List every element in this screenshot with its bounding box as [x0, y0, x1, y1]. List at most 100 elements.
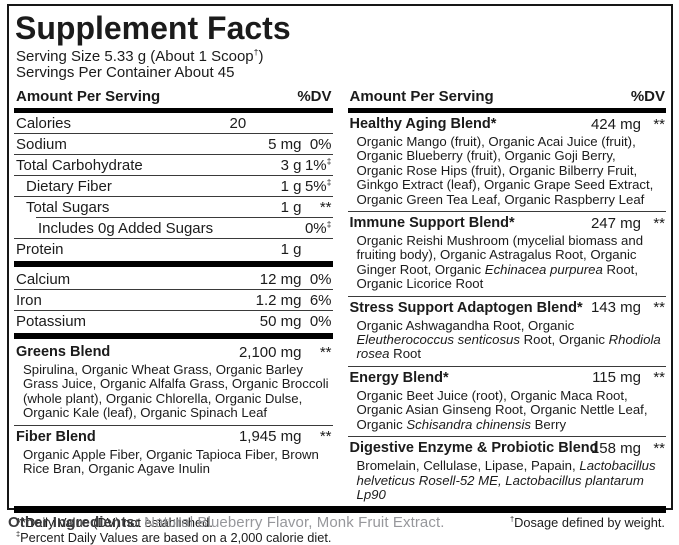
- servings-per-container: Servings Per Container About 45: [16, 64, 235, 81]
- blend-section-healthy-aging: Healthy Aging Blend* 424 mg ** Organic M…: [348, 113, 667, 211]
- blend-section-fiber: Fiber Blend 1,945 mg ** Organic Apple Fi…: [14, 426, 333, 481]
- other-ingredients-text: Natural Blueberry Flavor, Monk Fruit Ext…: [139, 514, 445, 531]
- blend-dv: **: [653, 439, 665, 457]
- blend-name: Stress Support Adaptogen Blend*: [349, 299, 583, 316]
- blend-name: Immune Support Blend*: [349, 215, 515, 232]
- blend-name: Digestive Enzyme & Probiotic Blend: [349, 440, 599, 457]
- blend-amount: 143 mg: [590, 299, 641, 317]
- mineral-row-potassium: Potassium 50 mg 0%: [14, 311, 333, 331]
- facts-columns: Amount Per Serving %DV Calories 20 Sodiu…: [14, 87, 666, 506]
- blend-header-row: Greens Blend 2,100 mg **: [14, 342, 333, 362]
- nutrient-dv: 0%‡: [304, 218, 332, 237]
- blend-section-digestive: Digestive Enzyme & Probiotic Blend 158 m…: [348, 437, 667, 506]
- nutrient-name: Calcium: [16, 270, 71, 288]
- left-column-header: Amount Per Serving %DV: [14, 87, 333, 108]
- footnote-percent-dv: ‡Percent Daily Values are based on a 2,0…: [16, 529, 332, 545]
- nutrient-dv: 5%‡: [304, 176, 332, 195]
- blend-dv: **: [319, 343, 332, 361]
- row-divider: [14, 289, 333, 290]
- row-divider-indented: [36, 217, 333, 218]
- blend-ingredients: Organic Mango (fruit), Organic Acai Juic…: [356, 134, 654, 207]
- blend-ingredients: Organic Reishi Mushroom (mycelial biomas…: [356, 233, 644, 292]
- row-divider: [347, 436, 666, 438]
- nutrient-amount: 12 mg: [259, 270, 302, 288]
- dv-header: %DV: [630, 88, 665, 105]
- blend-amount: 247 mg: [590, 214, 641, 232]
- nutrient-dv: 6%: [309, 291, 332, 309]
- nutrient-row-total-sugars: Total Sugars 1 g **: [14, 197, 333, 217]
- nutrient-amount: 50 mg: [259, 312, 302, 330]
- row-divider: [14, 310, 333, 311]
- divider-thick-group: [14, 333, 333, 339]
- blend-ingredients: Organic Apple Fiber, Organic Tapioca Fib…: [23, 446, 319, 477]
- nutrient-amount: 1 g: [280, 177, 302, 195]
- row-divider: [14, 175, 333, 176]
- nutrient-name: Dietary Fiber: [26, 177, 112, 195]
- blend-name: Greens Blend: [16, 344, 111, 360]
- row-divider: [14, 154, 333, 155]
- other-ingredients-label: Other Ingredients:: [8, 514, 140, 531]
- nutrient-name: Iron: [16, 291, 42, 309]
- header-rule: [347, 108, 666, 113]
- blend-name: Fiber Blend: [16, 428, 96, 445]
- blend-amount: 424 mg: [590, 115, 641, 133]
- blend-dv: **: [653, 214, 665, 232]
- mineral-row-iron: Iron 1.2 mg 6%: [14, 290, 333, 310]
- nutrient-dv: 1%‡: [304, 155, 332, 174]
- divider-thick-bottom: [14, 506, 666, 514]
- header-rule: [14, 108, 333, 113]
- row-divider: [347, 211, 666, 213]
- blend-section-immune-support: Immune Support Blend* 247 mg ** Organic …: [348, 212, 667, 296]
- nutrient-dv: 0%: [309, 270, 332, 288]
- blend-header-row: Fiber Blend 1,945 mg **: [14, 427, 333, 447]
- blend-ingredients: Organic Beet Juice (root), Organic Maca …: [356, 387, 648, 432]
- nutrient-name: Potassium: [16, 312, 87, 330]
- blend-ingredients: Spirulina, Organic Wheat Grass, Organic …: [23, 362, 329, 421]
- blend-dv: **: [319, 428, 332, 446]
- blend-header-row: Stress Support Adaptogen Blend* 143 mg *…: [348, 298, 667, 318]
- blend-header-row: Energy Blend* 115 mg **: [348, 368, 667, 388]
- blend-name: Energy Blend*: [349, 369, 449, 386]
- right-column: Amount Per Serving %DV Healthy Aging Ble…: [347, 87, 667, 506]
- supplement-facts-panel: Supplement Facts Serving Size 5.33 g (Ab…: [7, 4, 673, 544]
- nutrient-dv: 0%: [309, 312, 332, 330]
- blend-section-energy: Energy Blend* 115 mg ** Organic Beet Jui…: [348, 367, 667, 436]
- nutrient-row-protein: Protein 1 g: [14, 239, 333, 259]
- nutrient-name: Protein: [16, 240, 64, 258]
- dv-header: %DV: [297, 88, 332, 105]
- divider-thick-group: [14, 261, 333, 267]
- amount-per-serving-header: Amount Per Serving: [16, 88, 161, 105]
- row-divider: [347, 365, 666, 367]
- nutrient-row-sodium: Sodium 5 mg 0%: [14, 134, 333, 154]
- nutrient-amount: 5 mg: [268, 135, 302, 153]
- row-divider: [347, 295, 666, 297]
- blend-header-row: Healthy Aging Blend* 424 mg **: [348, 114, 667, 134]
- nutrient-name: Total Sugars: [26, 198, 110, 216]
- nutrient-name: Includes 0g Added Sugars: [38, 219, 214, 237]
- blend-ingredients: Organic Ashwagandha Root, Organic Eleuth…: [356, 317, 661, 362]
- panel-title: Supplement Facts: [15, 10, 291, 46]
- blend-ingredients: Bromelain, Cellulase, Lipase, Papain, La…: [356, 458, 656, 502]
- blend-dv: **: [653, 369, 665, 387]
- blend-name: Healthy Aging Blend*: [349, 116, 497, 132]
- other-ingredients-line: Other Ingredients: Natural Blueberry Fla…: [8, 514, 445, 531]
- nutrient-name: Sodium: [16, 135, 67, 153]
- nutrient-dv: **: [319, 198, 332, 216]
- row-divider: [14, 133, 333, 134]
- nutrient-name: Calories: [16, 114, 72, 132]
- blend-header-row: Digestive Enzyme & Probiotic Blend 158 m…: [348, 438, 667, 458]
- blend-header-row: Immune Support Blend* 247 mg **: [348, 213, 667, 233]
- serving-size: Serving Size 5.33 g (About 1 Scoop†): [16, 47, 264, 65]
- blend-section-greens: Greens Blend 2,100 mg ** Spirulina, Orga…: [14, 341, 333, 425]
- nutrient-name: Total Carbohydrate: [16, 156, 143, 174]
- right-column-header: Amount Per Serving %DV: [348, 87, 667, 108]
- mineral-row-calcium: Calcium 12 mg 0%: [14, 269, 333, 289]
- nutrient-row-total-carbohydrate: Total Carbohydrate 3 g 1%‡: [14, 155, 333, 175]
- left-column: Amount Per Serving %DV Calories 20 Sodiu…: [14, 87, 333, 506]
- nutrient-amount: 1 g: [280, 198, 302, 216]
- blend-amount: 115 mg: [592, 369, 641, 387]
- blend-amount: 2,100 mg: [238, 343, 302, 361]
- nutrient-amount: 1.2 mg: [255, 291, 302, 309]
- nutrient-row-added-sugars: Includes 0g Added Sugars 0%‡: [14, 218, 333, 238]
- footnote-dv-not-established: **Daily Value (DV) not established.: [16, 515, 213, 531]
